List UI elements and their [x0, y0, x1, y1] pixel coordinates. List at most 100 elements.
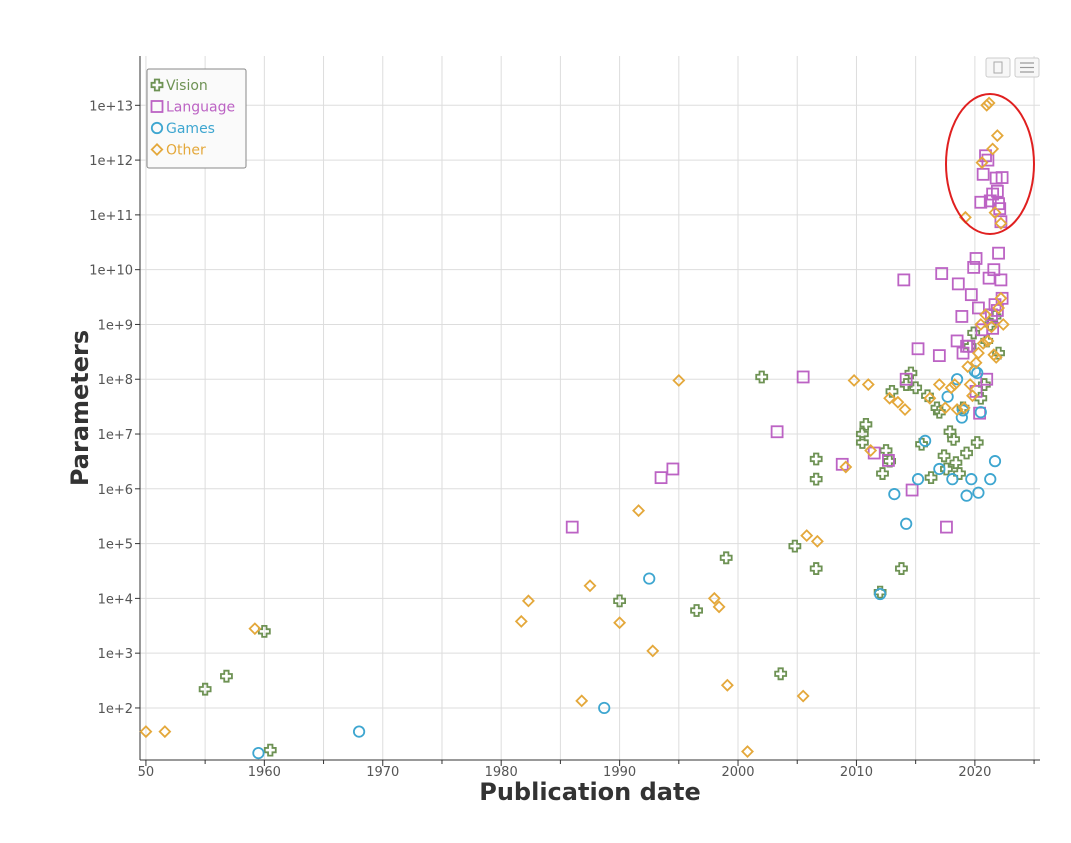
data-point-other — [944, 381, 958, 395]
data-point-other — [992, 301, 1006, 315]
data-point-vision — [924, 471, 938, 485]
data-point-other — [963, 378, 977, 392]
data-point-language — [964, 288, 978, 302]
data-point-games — [598, 701, 611, 715]
data-point-language — [666, 462, 680, 476]
legend[interactable]: Vision Language Games Other — [146, 68, 247, 169]
data-point-language — [905, 483, 919, 497]
data-point-games — [965, 473, 978, 486]
data-point-vision — [855, 436, 869, 449]
y-tick-label: 1e+8 — [98, 373, 133, 388]
data-point-vision — [970, 436, 984, 449]
data-point-language — [955, 310, 969, 323]
vision-legend-marker — [150, 78, 164, 92]
data-point-other — [980, 98, 994, 112]
data-point-other — [583, 579, 597, 593]
data-point-language — [995, 171, 1009, 184]
data-point-vision — [788, 539, 802, 553]
data-point-language — [899, 372, 913, 386]
data-point-language — [972, 301, 985, 315]
data-point-language — [770, 425, 784, 439]
y-tick-label: 1e+9 — [98, 318, 133, 333]
data-point-games — [955, 411, 968, 424]
data-point-other — [707, 591, 721, 605]
data-point-other — [948, 378, 962, 392]
data-point-language — [951, 277, 965, 291]
data-point-language — [976, 167, 990, 181]
data-point-other — [891, 395, 905, 409]
data-point-games — [960, 489, 973, 502]
y-tick-label: 1e+4 — [98, 592, 133, 607]
data-point-games — [252, 746, 265, 760]
download-button[interactable] — [985, 57, 1011, 78]
data-point-language — [882, 454, 895, 467]
data-point-games — [974, 406, 987, 419]
data-point-other — [521, 594, 535, 608]
data-point-other — [981, 334, 995, 348]
data-point-other — [996, 317, 1010, 331]
x-tick-label: 2020 — [958, 765, 991, 780]
data-point-other — [796, 689, 810, 703]
data-point-other — [979, 308, 992, 322]
data-point-other — [938, 401, 952, 415]
data-point-other — [984, 320, 998, 334]
menu-button[interactable] — [1014, 57, 1040, 78]
data-point-vision — [930, 401, 944, 415]
y-tick-label: 1e+7 — [98, 428, 133, 443]
data-point-other — [575, 694, 589, 708]
data-point-language — [967, 260, 981, 274]
data-point-vision — [937, 449, 951, 463]
games-legend-marker — [150, 121, 164, 135]
data-point-language — [565, 520, 579, 534]
legend-label-language: Language — [166, 100, 235, 116]
y-tick-label: 1e+6 — [98, 483, 133, 498]
x-tick-label: 2010 — [840, 765, 873, 780]
data-point-other — [632, 504, 646, 518]
data-point-vision — [980, 334, 994, 348]
data-point-other — [961, 360, 975, 374]
data-point-other — [720, 678, 734, 692]
language-legend-marker — [150, 100, 164, 113]
data-point-other — [923, 391, 937, 405]
data-point-other — [969, 356, 983, 370]
data-point-games — [984, 473, 997, 486]
data-point-other — [971, 346, 985, 360]
data-point-other — [990, 129, 1004, 143]
y-axis-title: Parameters — [66, 330, 94, 486]
other-legend-marker — [150, 143, 164, 156]
data-point-vision — [774, 667, 788, 681]
data-point-games — [888, 488, 901, 501]
data-point-other — [810, 534, 824, 548]
data-point-games — [933, 462, 946, 476]
data-point-vision — [947, 432, 960, 446]
legend-label-games: Games — [166, 121, 215, 137]
data-point-other — [883, 391, 897, 405]
annotation — [945, 93, 1035, 235]
data-point-other — [800, 529, 814, 543]
data-point-language — [932, 349, 946, 363]
data-point-other — [986, 142, 1000, 156]
legend-label-vision: Vision — [166, 78, 208, 94]
y-tick-label: 1e+5 — [98, 538, 133, 553]
data-point-language — [992, 246, 1005, 260]
data-point-vision — [904, 366, 918, 380]
legend-box — [146, 68, 247, 169]
x-tick-label: 1990 — [603, 765, 636, 780]
data-point-vision — [895, 562, 908, 575]
data-point-language — [935, 267, 949, 280]
data-point-vision — [263, 743, 277, 757]
data-point-vision — [915, 437, 928, 451]
data-point-other — [672, 373, 686, 387]
data-point-vision — [755, 370, 769, 384]
data-point-language — [981, 153, 995, 167]
data-point-games — [946, 473, 959, 486]
data-point-vision — [198, 682, 212, 696]
data-point-vision — [809, 452, 823, 466]
data-points — [139, 96, 1010, 760]
series-games — [252, 365, 1002, 760]
data-point-other — [976, 336, 990, 350]
data-point-other — [994, 216, 1008, 230]
data-point-games — [352, 725, 366, 738]
data-point-vision — [613, 594, 627, 608]
